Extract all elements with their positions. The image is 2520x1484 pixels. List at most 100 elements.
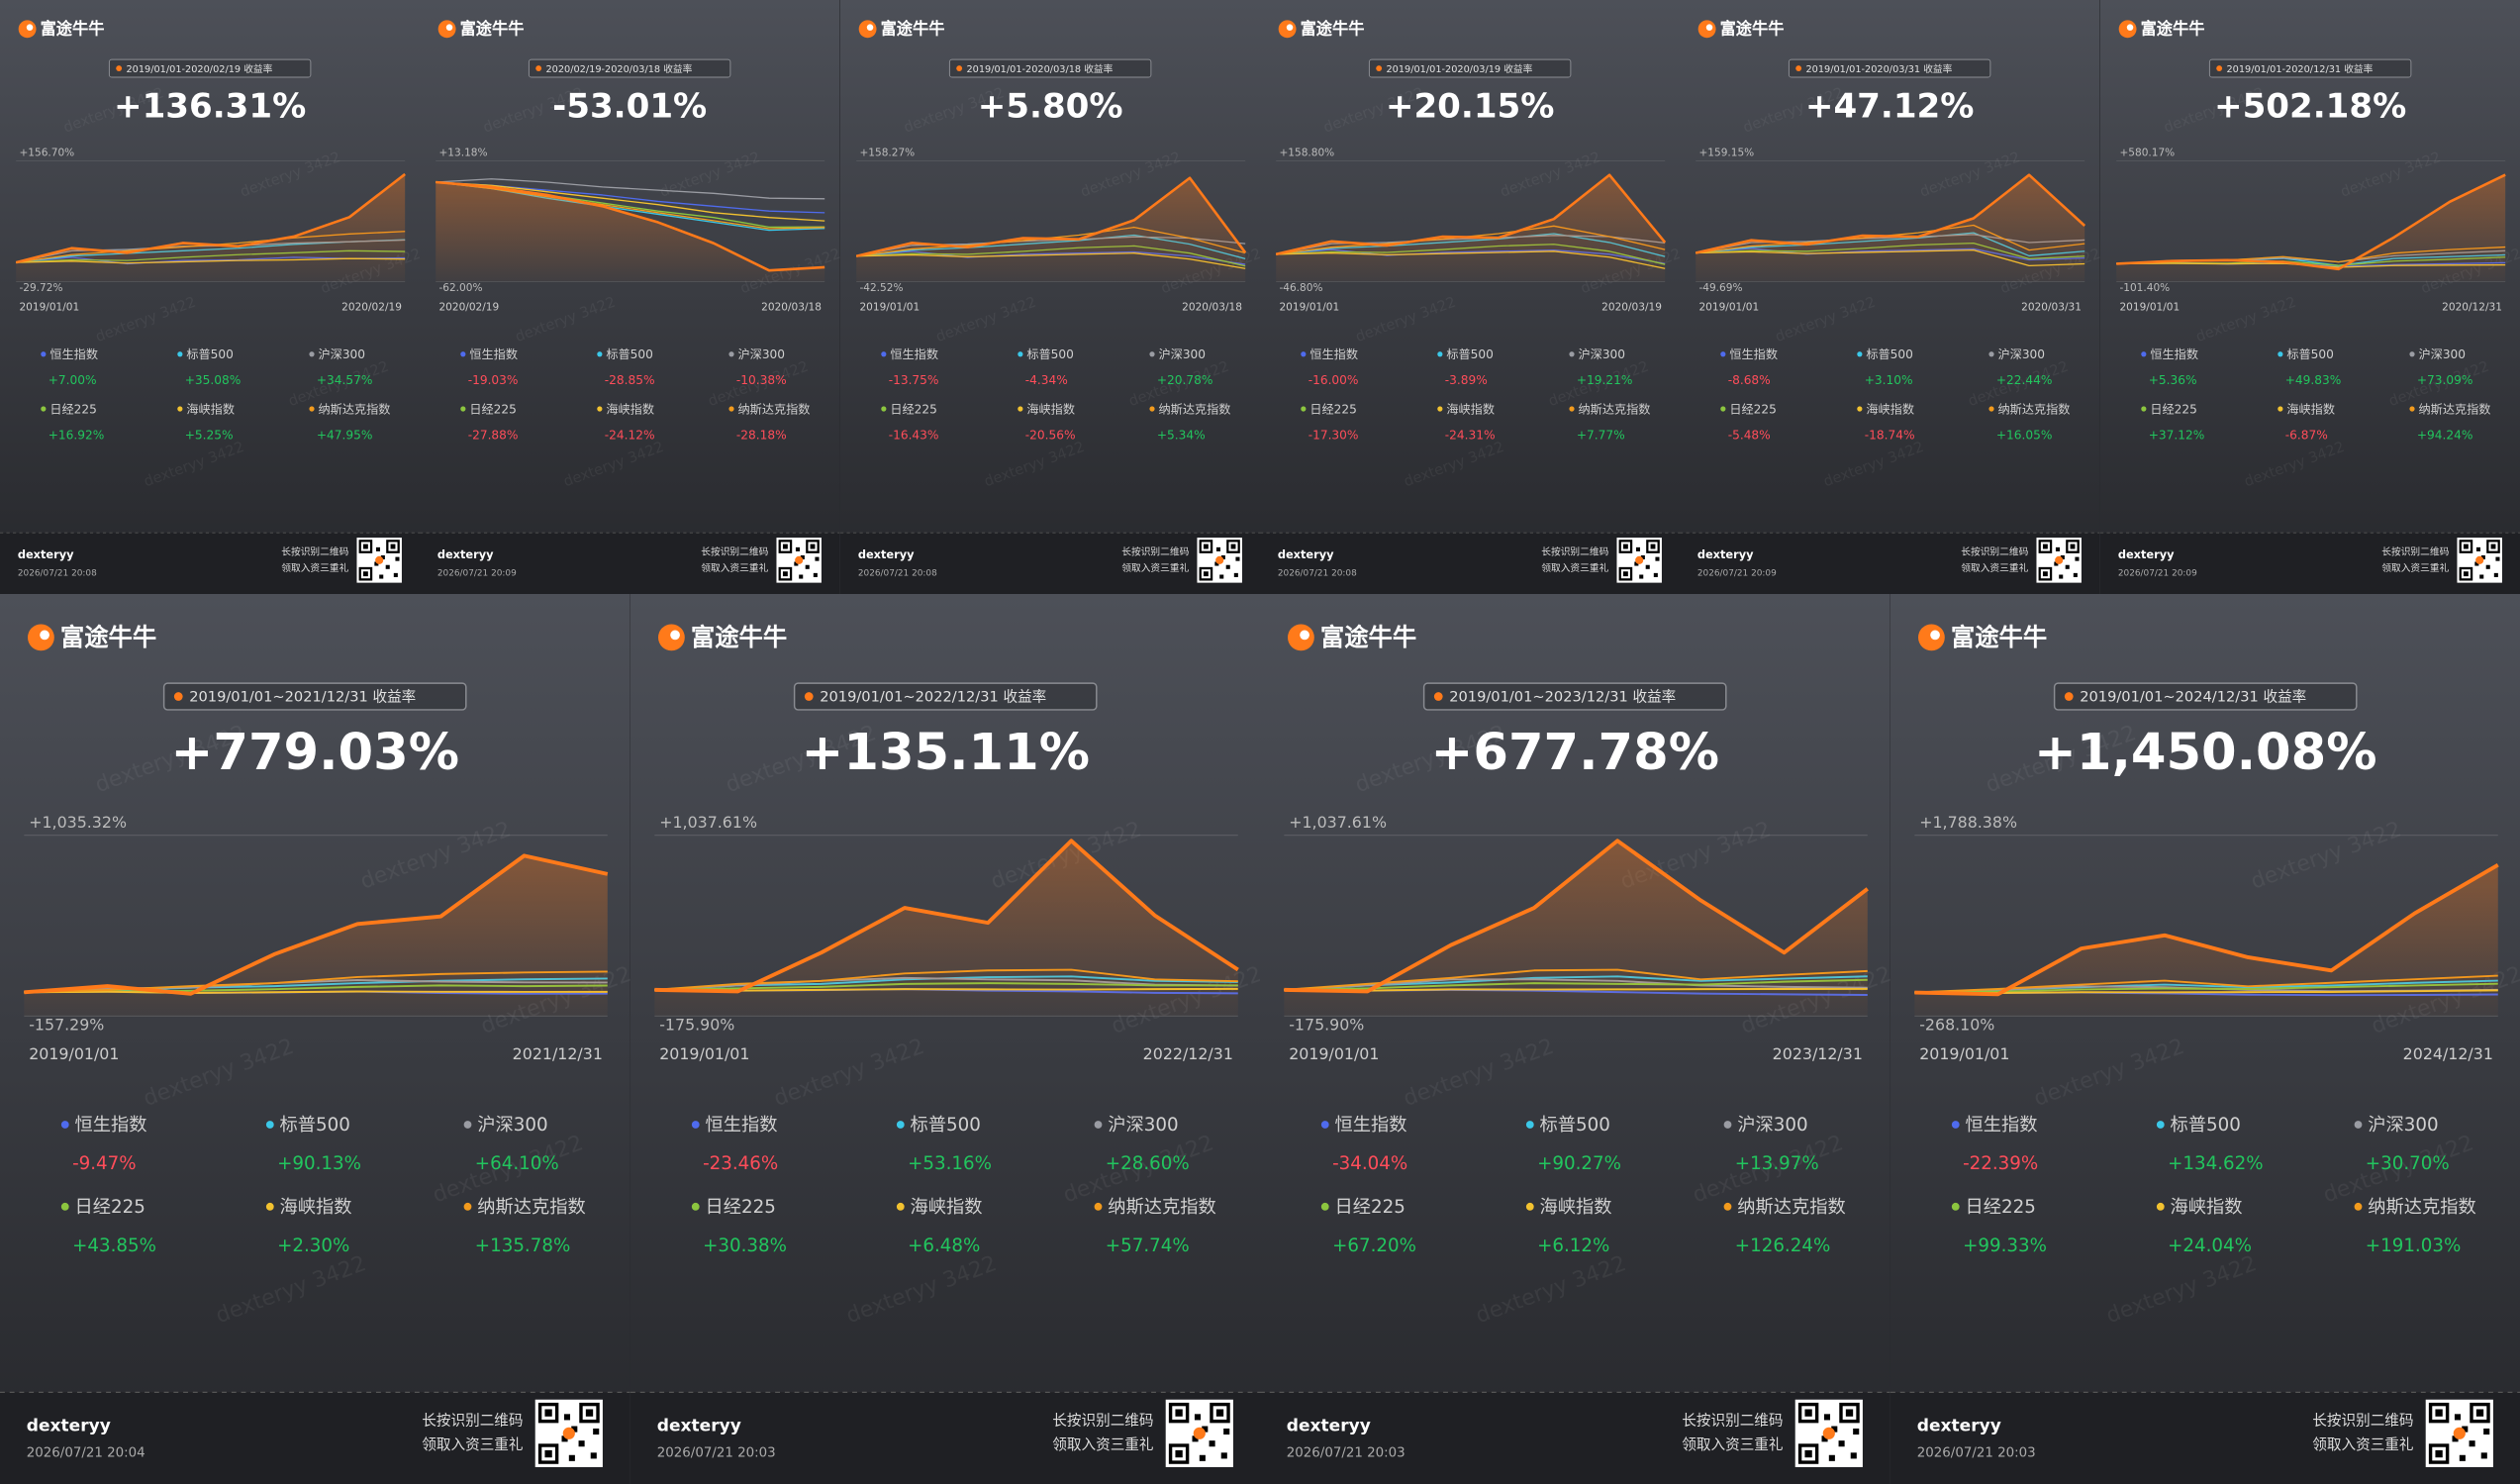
qr-module	[2480, 554, 2485, 560]
legend-return: +35.08%	[185, 373, 242, 387]
legend-dot	[60, 1121, 69, 1129]
line	[436, 181, 825, 222]
legend-dot	[691, 1202, 700, 1211]
legend-return: +24.04%	[2168, 1236, 2252, 1256]
legend-dot	[1525, 1202, 1534, 1211]
period-dot	[1376, 65, 1383, 72]
period-label: 2019/01/01-2020/12/31 收益率	[2226, 62, 2373, 75]
footer	[2099, 533, 2520, 594]
legend-name: 海峡指数	[1026, 401, 1075, 416]
y-tick-label: -175.90%	[1289, 1016, 1364, 1035]
legend-dot	[177, 406, 183, 412]
qr-module	[2482, 1428, 2489, 1435]
legend-return: -3.89%	[1445, 373, 1488, 387]
user-name: dexteryy	[437, 547, 494, 561]
y-tick-label: +159.15%	[1699, 147, 1755, 158]
legend-dot	[1017, 351, 1023, 357]
qr-module	[568, 1454, 575, 1461]
qr-module	[1225, 564, 1230, 569]
qr-finder-core	[2463, 544, 2469, 549]
legend-return: -28.85%	[605, 373, 655, 387]
legend-name: 恒生指数	[1730, 346, 1779, 361]
legend-return: +53.16%	[908, 1153, 992, 1174]
qr-module	[1655, 556, 1660, 561]
total-return: +1,450.08%	[2034, 724, 2376, 782]
legend-dot	[1988, 351, 1994, 357]
qr-module	[814, 572, 819, 577]
qr-logo	[2453, 1427, 2466, 1439]
area	[1696, 174, 2085, 282]
qr-module	[593, 1428, 600, 1435]
legend-name: 恒生指数	[75, 1115, 147, 1136]
legend-name: 恒生指数	[890, 346, 938, 361]
legend-dot	[1857, 351, 1863, 357]
legend-name: 标普500	[1867, 347, 1914, 361]
period-box	[1422, 682, 1727, 711]
period-box	[162, 682, 467, 711]
legend-dot	[2140, 351, 2147, 357]
qr-finder	[778, 566, 793, 581]
y-tick-label: +1,037.61%	[659, 813, 757, 832]
qr-module	[2054, 561, 2059, 566]
qr-module	[1639, 574, 1644, 579]
legend-return: +3.10%	[1865, 373, 1913, 387]
line	[24, 853, 609, 996]
qr-module	[374, 561, 379, 566]
qr-hint: 领取入资三重礼	[422, 1436, 523, 1453]
legend-return: +6.48%	[908, 1236, 980, 1256]
legend-name: 日经225	[49, 402, 97, 416]
legend-dot	[1569, 406, 1575, 412]
total-return: +677.78%	[1431, 724, 1719, 782]
period-box	[1789, 58, 1991, 78]
legend-name: 恒生指数	[470, 346, 519, 361]
brand-logo-eye	[40, 630, 49, 641]
legend-dot	[1988, 406, 1994, 412]
legend-name: 标普500	[186, 347, 234, 361]
qr-finder	[806, 540, 821, 553]
legend-name: 沪深300	[738, 347, 786, 361]
legend-dot	[896, 1121, 905, 1129]
legend-name: 标普500	[1540, 1115, 1610, 1136]
qr-finder-core	[2475, 1409, 2483, 1417]
legend-return: -8.68%	[1728, 373, 1771, 387]
legend-name: 沪深300	[2418, 347, 2466, 361]
legend-dot	[2277, 406, 2283, 412]
qr-module	[2485, 564, 2490, 569]
area	[1276, 174, 1666, 282]
legend-dot	[896, 1202, 905, 1211]
qr-module	[395, 556, 400, 561]
legend-dot	[2156, 1202, 2165, 1211]
qr-module	[2066, 564, 2071, 569]
user-name: dexteryy	[858, 547, 915, 561]
qr-module	[2451, 1435, 2459, 1442]
legend-dot	[1094, 1202, 1102, 1211]
qr-module	[2061, 554, 2066, 560]
qr-finder-core	[1174, 1449, 1183, 1458]
qr-logo	[1214, 555, 1223, 564]
legend-dot	[2156, 1121, 2165, 1129]
qr-finder	[1618, 540, 1633, 553]
timestamp: 2026/07/21 20:08	[1278, 568, 1357, 578]
legend-dot	[265, 1121, 274, 1129]
legend-name: 海峡指数	[2286, 401, 2335, 416]
qr-module	[1233, 572, 1238, 577]
line	[1696, 173, 2086, 254]
x-tick-label: 2019/01/01	[1699, 302, 1760, 314]
qr-finder-core	[1203, 544, 1209, 549]
qr-logo	[1193, 1427, 1206, 1439]
qr-logo	[1635, 555, 1644, 564]
legend-name: 标普500	[910, 1115, 980, 1136]
qr-finder	[386, 540, 400, 553]
legend-return: +67.20%	[1332, 1236, 1416, 1256]
qr-hint: 领取入资三重礼	[1541, 561, 1608, 574]
qr-finder-core	[544, 1409, 552, 1417]
legend-name: 沪深300	[318, 347, 365, 361]
legend-dot	[880, 351, 887, 357]
qr-module	[2495, 556, 2500, 561]
legend-return: +22.44%	[1996, 373, 2053, 387]
legend-name: 沪深300	[1998, 347, 2046, 361]
legend-dot	[1857, 406, 1863, 412]
